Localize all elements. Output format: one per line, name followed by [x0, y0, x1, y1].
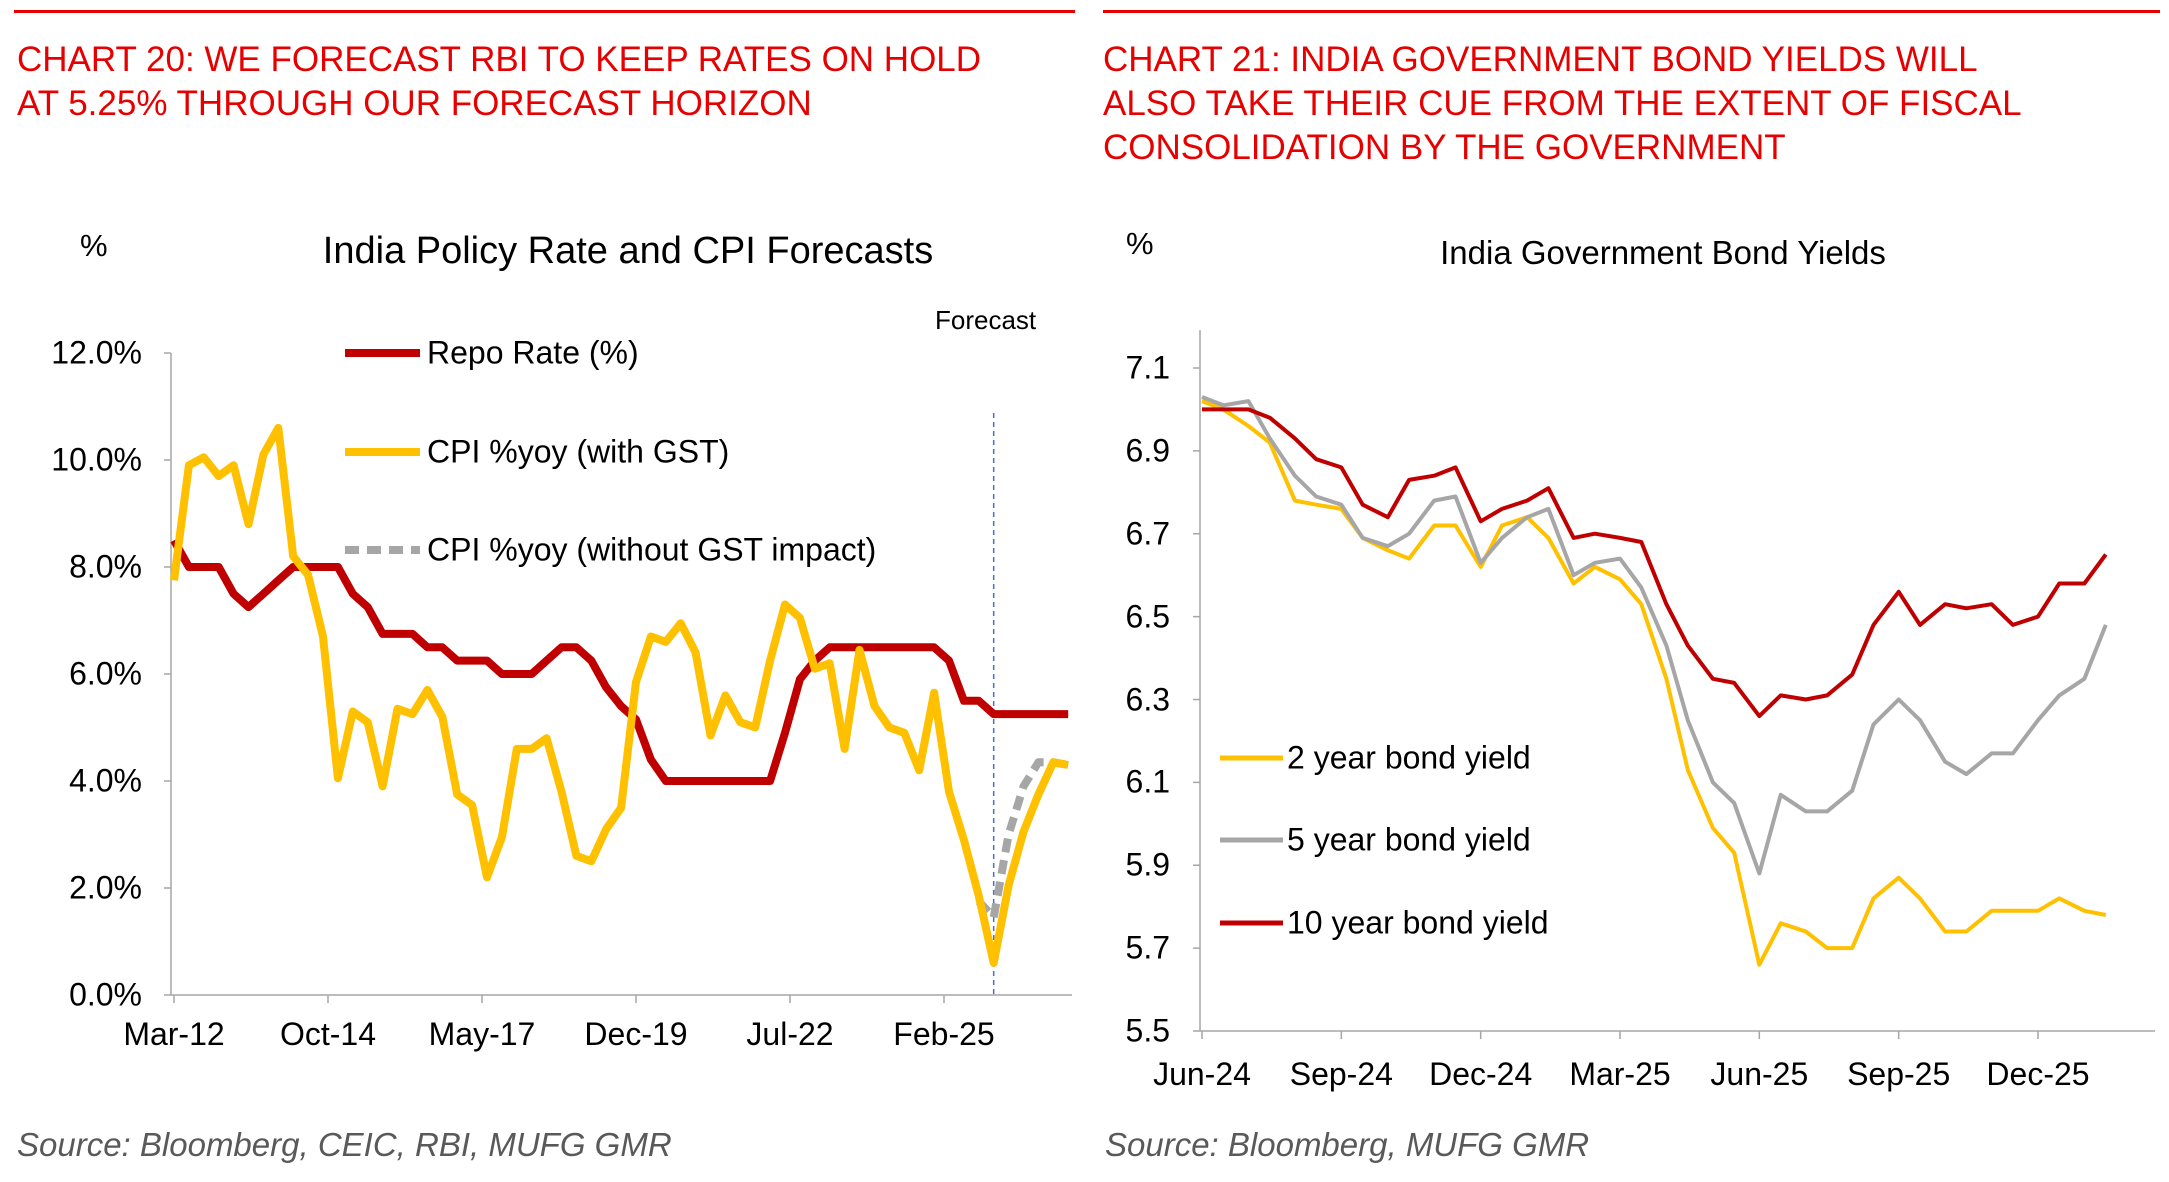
yield-2y-line [1201, 399, 2107, 967]
left-x-tick-label: Oct-14 [279, 1016, 377, 1052]
legend-cpi-with-gst: CPI %yoy (with GST) [427, 433, 730, 470]
left-y-tick-label: 2.0% [69, 869, 142, 906]
left-y-tick-label: 6.0% [69, 655, 142, 692]
left-source-note: Source: Bloomberg, CEIC, RBI, MUFG GMR [17, 1126, 672, 1163]
right-y-tick-label: 6.1 [1125, 763, 1170, 800]
chart-20-heading-line: AT 5.25% THROUGH OUR FORECAST HORIZON [17, 84, 812, 123]
right-y-tick-label: 5.5 [1125, 1012, 1170, 1049]
legend-2y-yield: 2 year bond yield [1287, 739, 1531, 776]
chart-21-heading-line: CONSOLIDATION BY THE GOVERNMENT [1103, 128, 1786, 167]
legend-5y-yield: 5 year bond yield [1287, 821, 1531, 858]
left-x-tick-label: Jul-22 [746, 1016, 834, 1052]
chart-20-heading-line: CHART 20: WE FORECAST RBI TO KEEP RATES … [17, 40, 982, 79]
forecast-label: Forecast [935, 305, 1037, 335]
right-x-tick-label: Jun-24 [1153, 1056, 1251, 1092]
left-header-rule [14, 10, 1075, 13]
repo-rate-line [170, 538, 1069, 785]
right-x-tick-label: Dec-25 [1986, 1056, 2090, 1092]
right-source-note: Source: Bloomberg, MUFG GMR [1105, 1126, 1590, 1163]
right-x-tick-label: Sep-25 [1847, 1056, 1951, 1092]
left-y-tick-label: 0.0% [69, 976, 142, 1013]
right-x-tick-label: Mar-25 [1569, 1056, 1671, 1092]
left-unit-label: % [80, 228, 108, 263]
right-y-tick-label: 6.7 [1125, 515, 1170, 552]
right-header-rule [1103, 10, 2160, 13]
right-x-tick-label: Jun-25 [1710, 1056, 1809, 1092]
right-unit-label: % [1126, 226, 1154, 261]
left-y-tick-label: 12.0% [51, 334, 142, 371]
chart-21-heading: CHART 21: INDIA GOVERNMENT BOND YIELDS W… [1103, 38, 2022, 170]
right-y-tick-label: 6.5 [1125, 598, 1170, 635]
cpi-with-gst-line [170, 423, 1069, 967]
left-x-tick-label: Mar-12 [123, 1016, 225, 1052]
left-x-tick-label: Feb-25 [893, 1016, 995, 1052]
right-chart-title: India Government Bond Yields [1440, 234, 1886, 271]
left-y-tick-label: 4.0% [69, 762, 142, 799]
right-y-tick-label: 6.9 [1125, 432, 1170, 469]
right-y-tick-label: 7.1 [1125, 349, 1170, 386]
left-x-tick-label: May-17 [428, 1016, 536, 1052]
right-y-tick-label: 6.3 [1125, 681, 1170, 717]
left-y-tick-label: 8.0% [69, 548, 142, 585]
chart-21-heading-line: CHART 21: INDIA GOVERNMENT BOND YIELDS W… [1103, 40, 1978, 79]
right-y-tick-label: 5.9 [1125, 846, 1170, 883]
left-x-tick-label: Dec-19 [584, 1016, 688, 1052]
legend-repo-rate: Repo Rate (%) [427, 334, 639, 371]
right-x-tick-label: Dec-24 [1429, 1056, 1533, 1092]
yield-5y-line [1201, 395, 2108, 876]
chart-21-heading-line: ALSO TAKE THEIR CUE FROM THE EXTENT OF F… [1103, 84, 2022, 123]
right-y-tick-label: 5.7 [1125, 929, 1170, 966]
right-x-tick-label: Sep-24 [1289, 1056, 1393, 1092]
chart-20-heading: CHART 20: WE FORECAST RBI TO KEEP RATES … [17, 38, 981, 126]
left-y-tick-label: 10.0% [51, 441, 142, 478]
legend-10y-yield: 10 year bond yield [1287, 904, 1549, 941]
legend-cpi-without-gst: CPI %yoy (without GST impact) [427, 531, 877, 568]
left-chart-title: India Policy Rate and CPI Forecasts [322, 230, 934, 272]
yield-10y-line [1202, 407, 2108, 719]
